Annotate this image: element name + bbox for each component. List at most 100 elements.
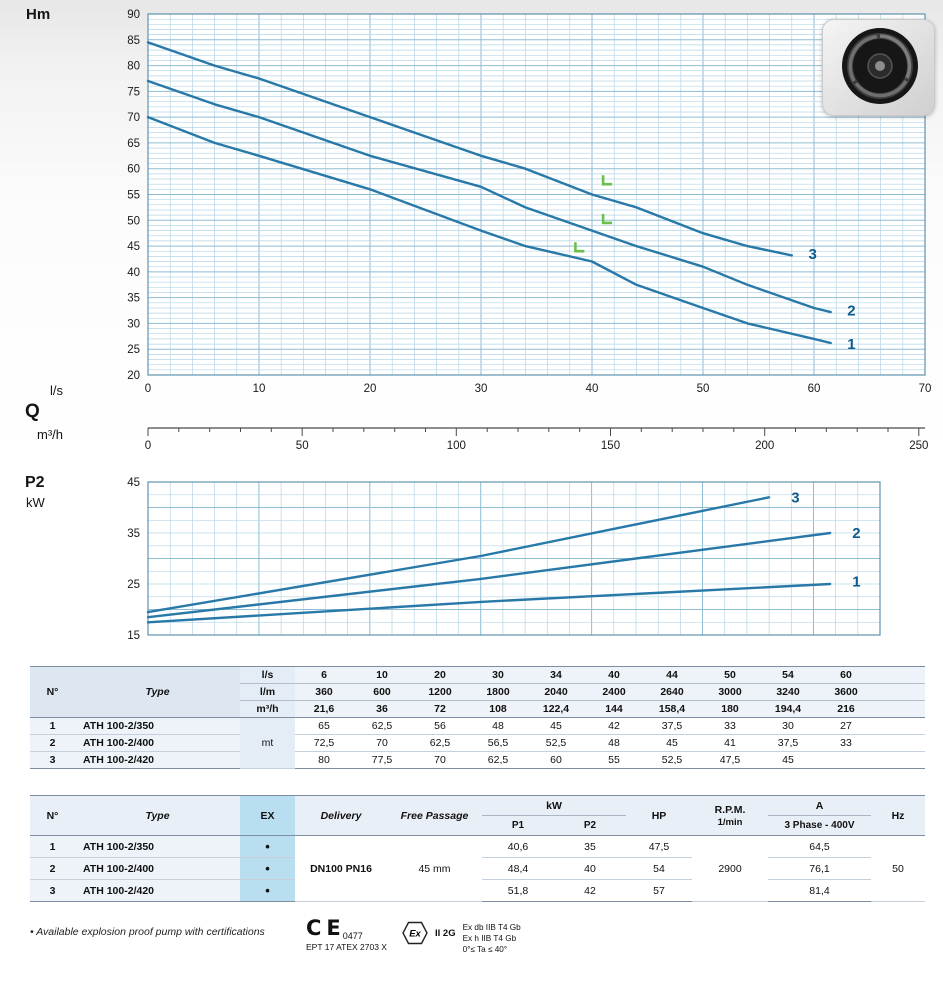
curve-label-2: 2 xyxy=(847,303,855,320)
spec-row-1: 1 ATH 100-2/350 • DN100 PN16 45 mm 40,6 35 47,5… xyxy=(30,835,925,902)
head-value-cell: 56 xyxy=(411,717,469,735)
flow-value-cell: 2640 xyxy=(643,683,701,701)
curve-label-1: 1 xyxy=(852,574,860,591)
svg-text:25: 25 xyxy=(127,344,140,356)
power-unit-label: kW xyxy=(26,495,45,510)
flow-value-cell: 72 xyxy=(411,700,469,718)
ex-available-dot: • xyxy=(240,857,295,880)
ex-hexagon-icon: Ex xyxy=(402,921,428,945)
explosion-proof-note: • Available explosion proof pump with ce… xyxy=(30,926,265,938)
flow-value-cell: 600 xyxy=(353,683,411,701)
head-value-cell xyxy=(817,751,875,769)
flow-value-cell: 180 xyxy=(701,700,759,718)
certification-lines: Ex db IIB T4 Gb Ex h IIB T4 Gb 0°≤ Ta ≤ … xyxy=(463,922,521,955)
flow-value-cell: 194,4 xyxy=(759,700,817,718)
head-unit-cell: mt xyxy=(240,717,295,769)
cert-line: 0°≤ Ta ≤ 40° xyxy=(462,945,508,955)
head-value-cell: 72,5 xyxy=(295,734,353,752)
flow-value-cell: 360 xyxy=(295,683,353,701)
head-value-cell: 62,5 xyxy=(353,717,411,735)
head-value-cell: 41 xyxy=(701,734,759,752)
head-value-cell: 62,5 xyxy=(469,751,527,769)
flow-value-cell: 3000 xyxy=(701,683,759,701)
svg-text:30: 30 xyxy=(127,318,140,330)
pump-curve-1 xyxy=(146,582,832,624)
flow-value-cell: 158,4 xyxy=(643,700,701,718)
spec-subheader-row: P1 P2 3 Phase - 400V xyxy=(30,815,925,836)
atex-ex-block: Ex II 2G Ex db IIB T4 Gb Ex h IIB T4 Gb … xyxy=(402,921,521,955)
delivery-cell: DN100 PN16 xyxy=(295,835,387,902)
svg-text:250: 250 xyxy=(909,440,928,452)
head-value-cell: 33 xyxy=(701,717,759,735)
svg-text:80: 80 xyxy=(127,61,140,73)
svg-text:40: 40 xyxy=(586,383,599,395)
flow-value-cell: 21,6 xyxy=(295,700,353,718)
head-chart: 1 2 3 20 25 30 35 40 45 50 55 60 65 70 75 80 85 90 0 10 20 30… xyxy=(127,9,931,395)
flow-value-cell: 1800 xyxy=(469,683,527,701)
head-value-cell: 52,5 xyxy=(527,734,585,752)
flow-unit-cell: m³/h xyxy=(240,700,295,718)
head-value-cell: 65 xyxy=(295,717,353,735)
spec-row-3: 3 ATH 100-2/420 • 51,8 42 57 81,4 xyxy=(30,879,925,902)
svg-text:15: 15 xyxy=(127,630,140,642)
head-value-cell: 70 xyxy=(353,734,411,752)
flow-head-table: N° Type l/s 6 10 20 30 34 40 44 50 54 60 l/m 360 600 120… xyxy=(30,666,925,769)
q-m3h-axis: 0 50 100 150 200 250 xyxy=(145,427,928,452)
flow-value-cell: 108 xyxy=(469,700,527,718)
cert-line: Ex h IIB T4 Gb xyxy=(462,934,517,944)
equipment-group-label: II 2G xyxy=(435,928,456,939)
head-value-cell: 27 xyxy=(817,717,875,735)
head-value-cell: 55 xyxy=(585,751,643,769)
svg-text:45: 45 xyxy=(127,477,140,489)
flow-value-cell: 144 xyxy=(585,700,643,718)
ex-available-dot: • xyxy=(240,879,295,902)
head-value-cell: 47,5 xyxy=(701,751,759,769)
flow-value-cell: 40 xyxy=(585,666,643,684)
svg-text:50: 50 xyxy=(296,440,309,452)
atex-certificate-number: EPT 17 ATEX 2703 X xyxy=(306,942,387,952)
head-value-cell: 42 xyxy=(585,717,643,735)
impeller-image xyxy=(823,20,934,115)
curve-label-1: 1 xyxy=(847,336,855,353)
svg-text:20: 20 xyxy=(127,370,140,382)
svg-text:45: 45 xyxy=(127,241,140,253)
pump-curve-3 xyxy=(146,496,771,614)
spec-row-2: 2 ATH 100-2/400 • 48,4 40 54 76,1 xyxy=(30,857,925,880)
curve-label-3: 3 xyxy=(791,489,799,506)
pump-type: ATH 100-2/420 xyxy=(75,751,240,769)
pump-curve-1 xyxy=(146,115,832,345)
head-value-cell: 77,5 xyxy=(353,751,411,769)
head-value-cell: 60 xyxy=(527,751,585,769)
flow-value-cell: 60 xyxy=(817,666,875,684)
pump-type: ATH 100-2/350 xyxy=(75,717,240,735)
svg-text:40: 40 xyxy=(127,267,140,279)
svg-text:30: 30 xyxy=(475,383,488,395)
flow-ls-axis-label: l/s xyxy=(50,383,63,398)
head-row-1: 1 ATH 100-2/350 mt 65 62,5 56 48 45 42 37,5 33 30 27 xyxy=(30,717,925,769)
col-header-type: Type xyxy=(75,666,240,718)
flow-value-cell: 3600 xyxy=(817,683,875,701)
svg-text:60: 60 xyxy=(808,383,821,395)
head-row-2: 2 ATH 100-2/400 72,5 70 62,5 56,5 52,5 48 45 41 37… xyxy=(30,734,925,752)
flow-value-cell: 2040 xyxy=(527,683,585,701)
head-value-cell: 80 xyxy=(295,751,353,769)
pump-impeller-photo xyxy=(822,19,935,116)
ce-marking-block: CE0477 EPT 17 ATEX 2703 X xyxy=(306,916,387,952)
flow-value-cell: 50 xyxy=(701,666,759,684)
col-header-no: N° xyxy=(30,666,75,718)
ex-available-dot: • xyxy=(240,835,295,858)
tick-labels: 15 25 35 45 xyxy=(127,477,140,642)
head-value-cell: 45 xyxy=(759,751,817,769)
flow-value-cell: 2400 xyxy=(585,683,643,701)
flow-header-row: l/m 360 600 1200 1800 2040 2400 2640 3000 3240 360… xyxy=(30,683,925,701)
flow-value-cell: 122,4 xyxy=(527,700,585,718)
head-value-cell: 45 xyxy=(527,717,585,735)
svg-text:35: 35 xyxy=(127,293,140,305)
svg-text:10: 10 xyxy=(253,383,266,395)
flow-value-cell: 54 xyxy=(759,666,817,684)
flow-unit-cell: l/m xyxy=(240,683,295,701)
head-value-cell: 33 xyxy=(817,734,875,752)
ce-notified-body-number: 0477 xyxy=(342,931,363,941)
flow-value-cell: 30 xyxy=(469,666,527,684)
